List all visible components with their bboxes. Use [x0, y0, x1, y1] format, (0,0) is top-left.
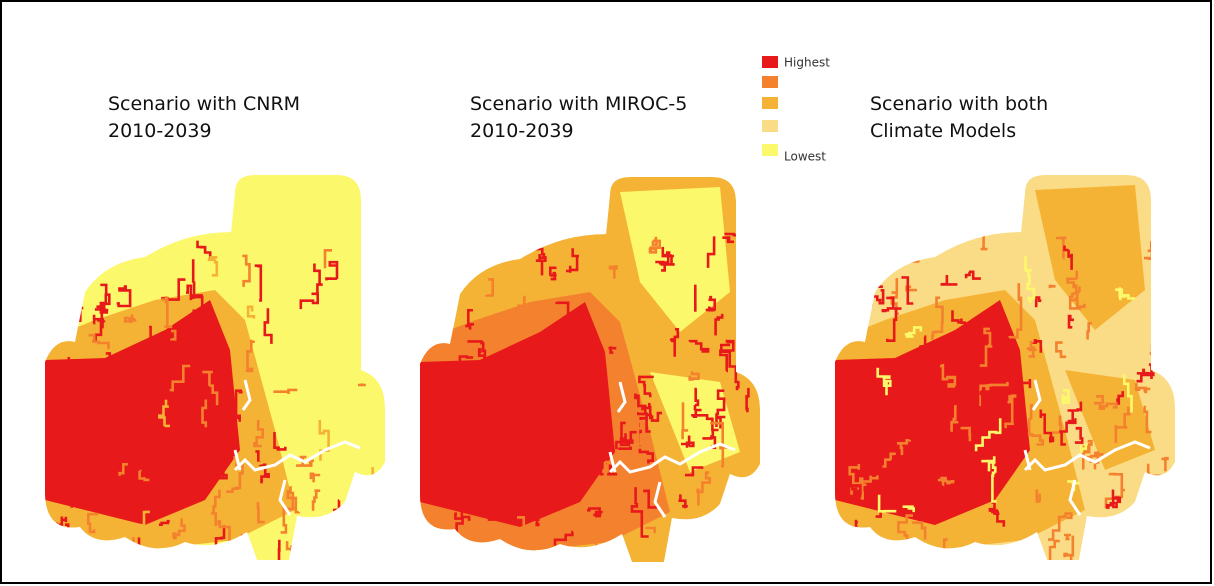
- maps: [45, 175, 1178, 584]
- legend-swatch: [762, 120, 778, 132]
- legend-swatch: [762, 76, 778, 88]
- legend-label: Lowest: [784, 150, 826, 164]
- panel-title: Scenario with CNRM: [108, 93, 300, 115]
- legend-swatch: [762, 56, 778, 68]
- panel-title: Scenario with MIROC-5: [470, 93, 687, 115]
- legend-swatch: [762, 144, 778, 156]
- map-channel: [159, 521, 170, 525]
- panel-title: 2010-2039: [108, 120, 212, 142]
- panel-title: Climate Models: [870, 120, 1016, 142]
- map-channel: [193, 259, 194, 294]
- panel-title: 2010-2039: [470, 120, 574, 142]
- panel-title: Scenario with both: [870, 93, 1048, 115]
- legend-label: Highest: [784, 56, 830, 70]
- figure: Highest Lowest Scenario with CNRM 2010-203…: [0, 0, 1214, 586]
- legend-swatch: [762, 97, 778, 109]
